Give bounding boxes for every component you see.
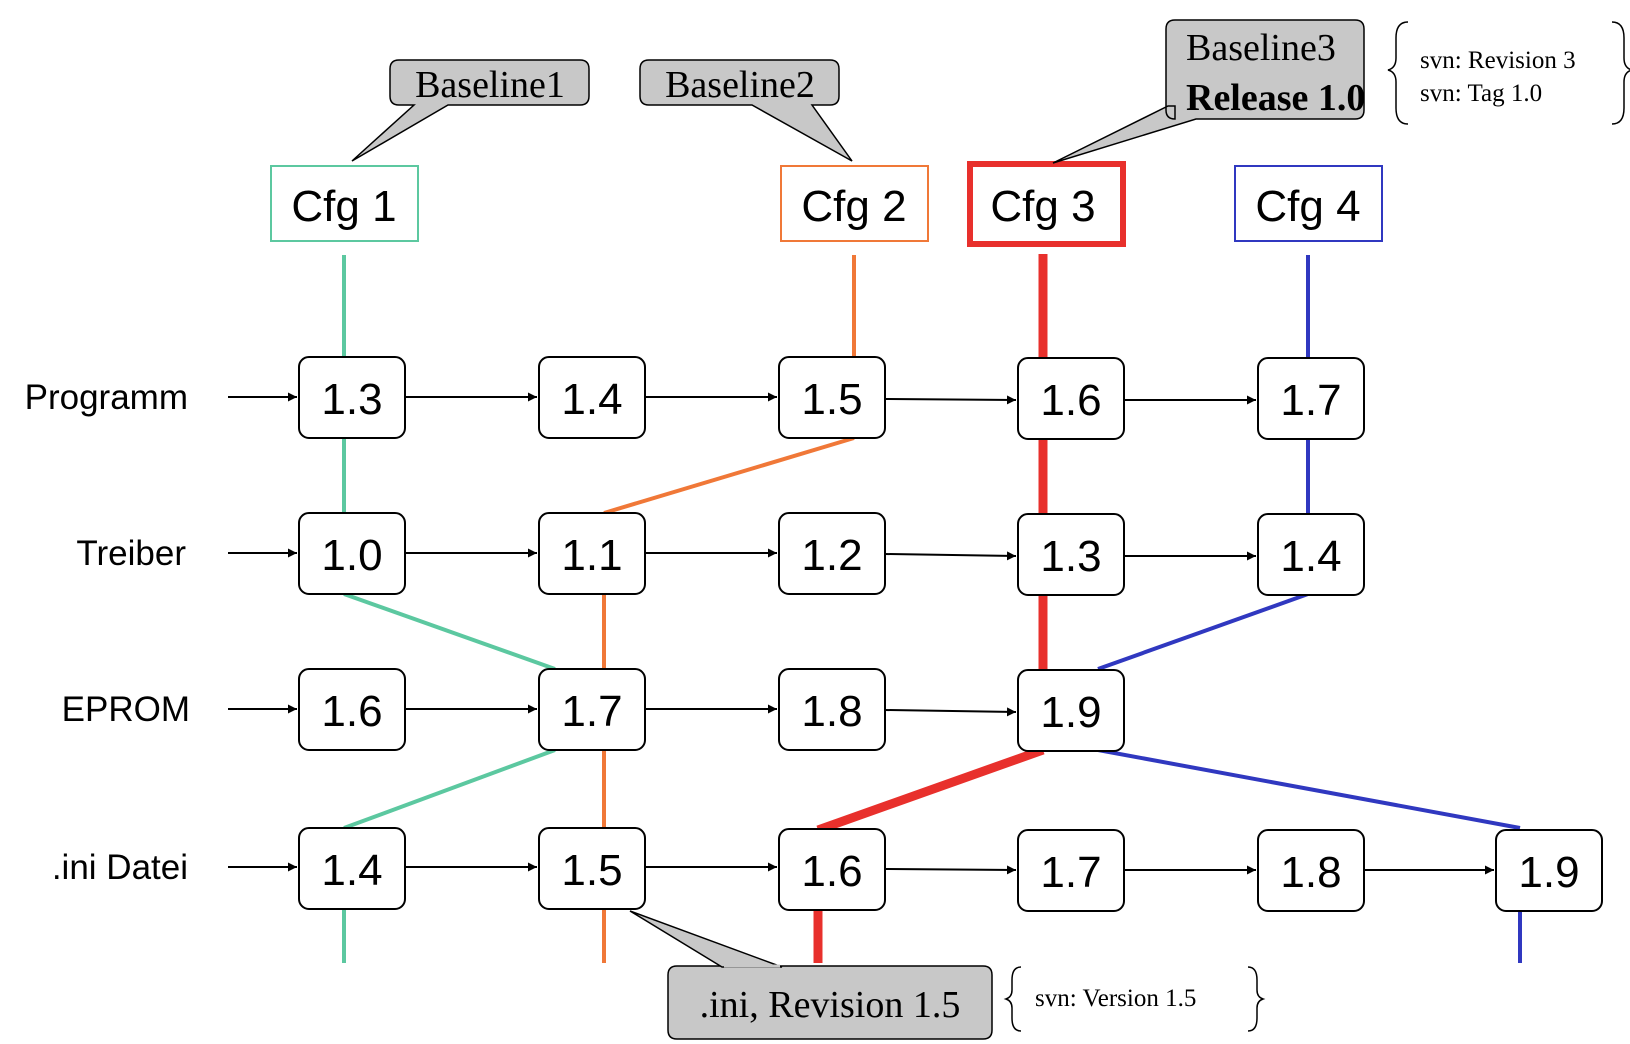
- row-ini-datei: 1.4 1.5 1.6 1.7 1.8 1.9: [298, 827, 1603, 912]
- config-box-cfg2: Cfg 2: [780, 165, 929, 242]
- row-label-programm: Programm: [25, 378, 188, 417]
- config-lines: [342, 254, 1522, 963]
- version-arrows: [228, 392, 1494, 875]
- version-box: 1.3: [298, 356, 406, 439]
- version-label: 1.3: [321, 375, 382, 424]
- version-box: 1.1: [538, 512, 646, 595]
- version-box: 1.6: [778, 828, 886, 911]
- row-treiber: 1.0 1.1 1.2 1.3 1.4: [298, 512, 1365, 596]
- config-label: Cfg 3: [990, 182, 1095, 231]
- version-box: 1.9: [1017, 669, 1125, 752]
- version-label: 1.4: [321, 846, 382, 895]
- version-label: 1.3: [1040, 532, 1101, 581]
- row-label-eprom: EPROM: [62, 690, 190, 729]
- svn-revision-text: svn: Revision 3: [1420, 47, 1576, 74]
- version-box: 1.2: [778, 512, 886, 595]
- version-box: 1.7: [1257, 357, 1365, 440]
- version-box: 1.6: [298, 668, 406, 751]
- svn-tag-text: svn: Tag 1.0: [1420, 80, 1542, 107]
- version-box: 1.7: [1017, 829, 1125, 912]
- cfg4-line: [1097, 255, 1522, 963]
- config-box-cfg4: Cfg 4: [1234, 165, 1383, 242]
- callout-ini-revision: .ini, Revision 1.5: [629, 910, 993, 1040]
- svn-note-ini: svn: Version 1.5: [1003, 966, 1266, 1032]
- callout-text: Baseline2: [665, 64, 815, 106]
- version-box: 1.0: [298, 512, 406, 595]
- row-label-ini-datei: .ini Datei: [52, 848, 188, 887]
- callout-text-line2: Release 1.0: [1186, 77, 1365, 119]
- version-label: 1.0: [321, 531, 382, 580]
- row-label-treiber: Treiber: [76, 534, 186, 573]
- svn-note-baseline3: svn: Revision 3 svn: Tag 1.0: [1387, 21, 1630, 125]
- version-box: 1.8: [1257, 829, 1365, 912]
- config-box-cfg1: Cfg 1: [270, 165, 419, 242]
- version-label: 1.6: [1040, 376, 1101, 425]
- version-box: 1.6: [1017, 357, 1125, 440]
- config-boxes: Cfg 1 Cfg 2 Cfg 3 Cfg 4: [270, 161, 1383, 247]
- callout-baseline2: Baseline2: [639, 59, 853, 162]
- config-label: Cfg 2: [801, 182, 906, 231]
- config-box-cfg3: Cfg 3: [967, 161, 1126, 247]
- version-box: 1.5: [538, 827, 646, 910]
- row-programm: 1.3 1.4 1.5 1.6 1.7: [298, 356, 1365, 440]
- svn-notes: svn: Revision 3 svn: Tag 1.0 svn: Versio…: [1003, 21, 1630, 1032]
- callout-baseline1: Baseline1: [351, 59, 590, 162]
- callout-baseline3: Baseline3 Release 1.0: [1052, 19, 1365, 164]
- version-box: 1.4: [298, 827, 406, 910]
- version-box: 1.8: [778, 668, 886, 751]
- version-label: 1.4: [561, 375, 622, 424]
- version-label: 1.8: [1280, 848, 1341, 897]
- version-label: 1.7: [561, 687, 622, 736]
- cfg3-line: [813, 254, 1048, 963]
- version-box: 1.5: [778, 356, 886, 439]
- version-label: 1.6: [801, 847, 862, 896]
- svn-version-text: svn: Version 1.5: [1035, 985, 1196, 1012]
- callout-text: .ini, Revision 1.5: [700, 984, 961, 1026]
- version-box: 1.7: [538, 668, 646, 751]
- version-label: 1.5: [801, 375, 862, 424]
- callouts: Baseline1 Baseline2 Baseline3 Release 1.…: [351, 19, 1365, 1040]
- version-box: 1.9: [1495, 829, 1603, 912]
- config-label: Cfg 1: [291, 182, 396, 231]
- config-label: Cfg 4: [1255, 182, 1360, 231]
- version-label: 1.8: [801, 687, 862, 736]
- version-label: 1.4: [1280, 532, 1341, 581]
- callout-text-line1: Baseline3: [1186, 27, 1336, 69]
- version-label: 1.7: [1280, 376, 1341, 425]
- callout-text: Baseline1: [415, 64, 565, 106]
- version-label: 1.9: [1040, 688, 1101, 737]
- version-label: 1.6: [321, 687, 382, 736]
- version-box: 1.4: [1257, 513, 1365, 596]
- version-label: 1.5: [561, 846, 622, 895]
- version-label: 1.9: [1518, 848, 1579, 897]
- row-eprom: 1.6 1.7 1.8 1.9: [298, 668, 1125, 752]
- version-label: 1.1: [561, 531, 622, 580]
- cfg2-line: [602, 255, 856, 963]
- cfg1-line: [342, 255, 556, 963]
- version-label: 1.2: [801, 531, 862, 580]
- version-box: 1.4: [538, 356, 646, 439]
- version-label: 1.7: [1040, 848, 1101, 897]
- row-labels: Programm Treiber EPROM .ini Datei: [25, 378, 190, 887]
- version-box: 1.3: [1017, 513, 1125, 596]
